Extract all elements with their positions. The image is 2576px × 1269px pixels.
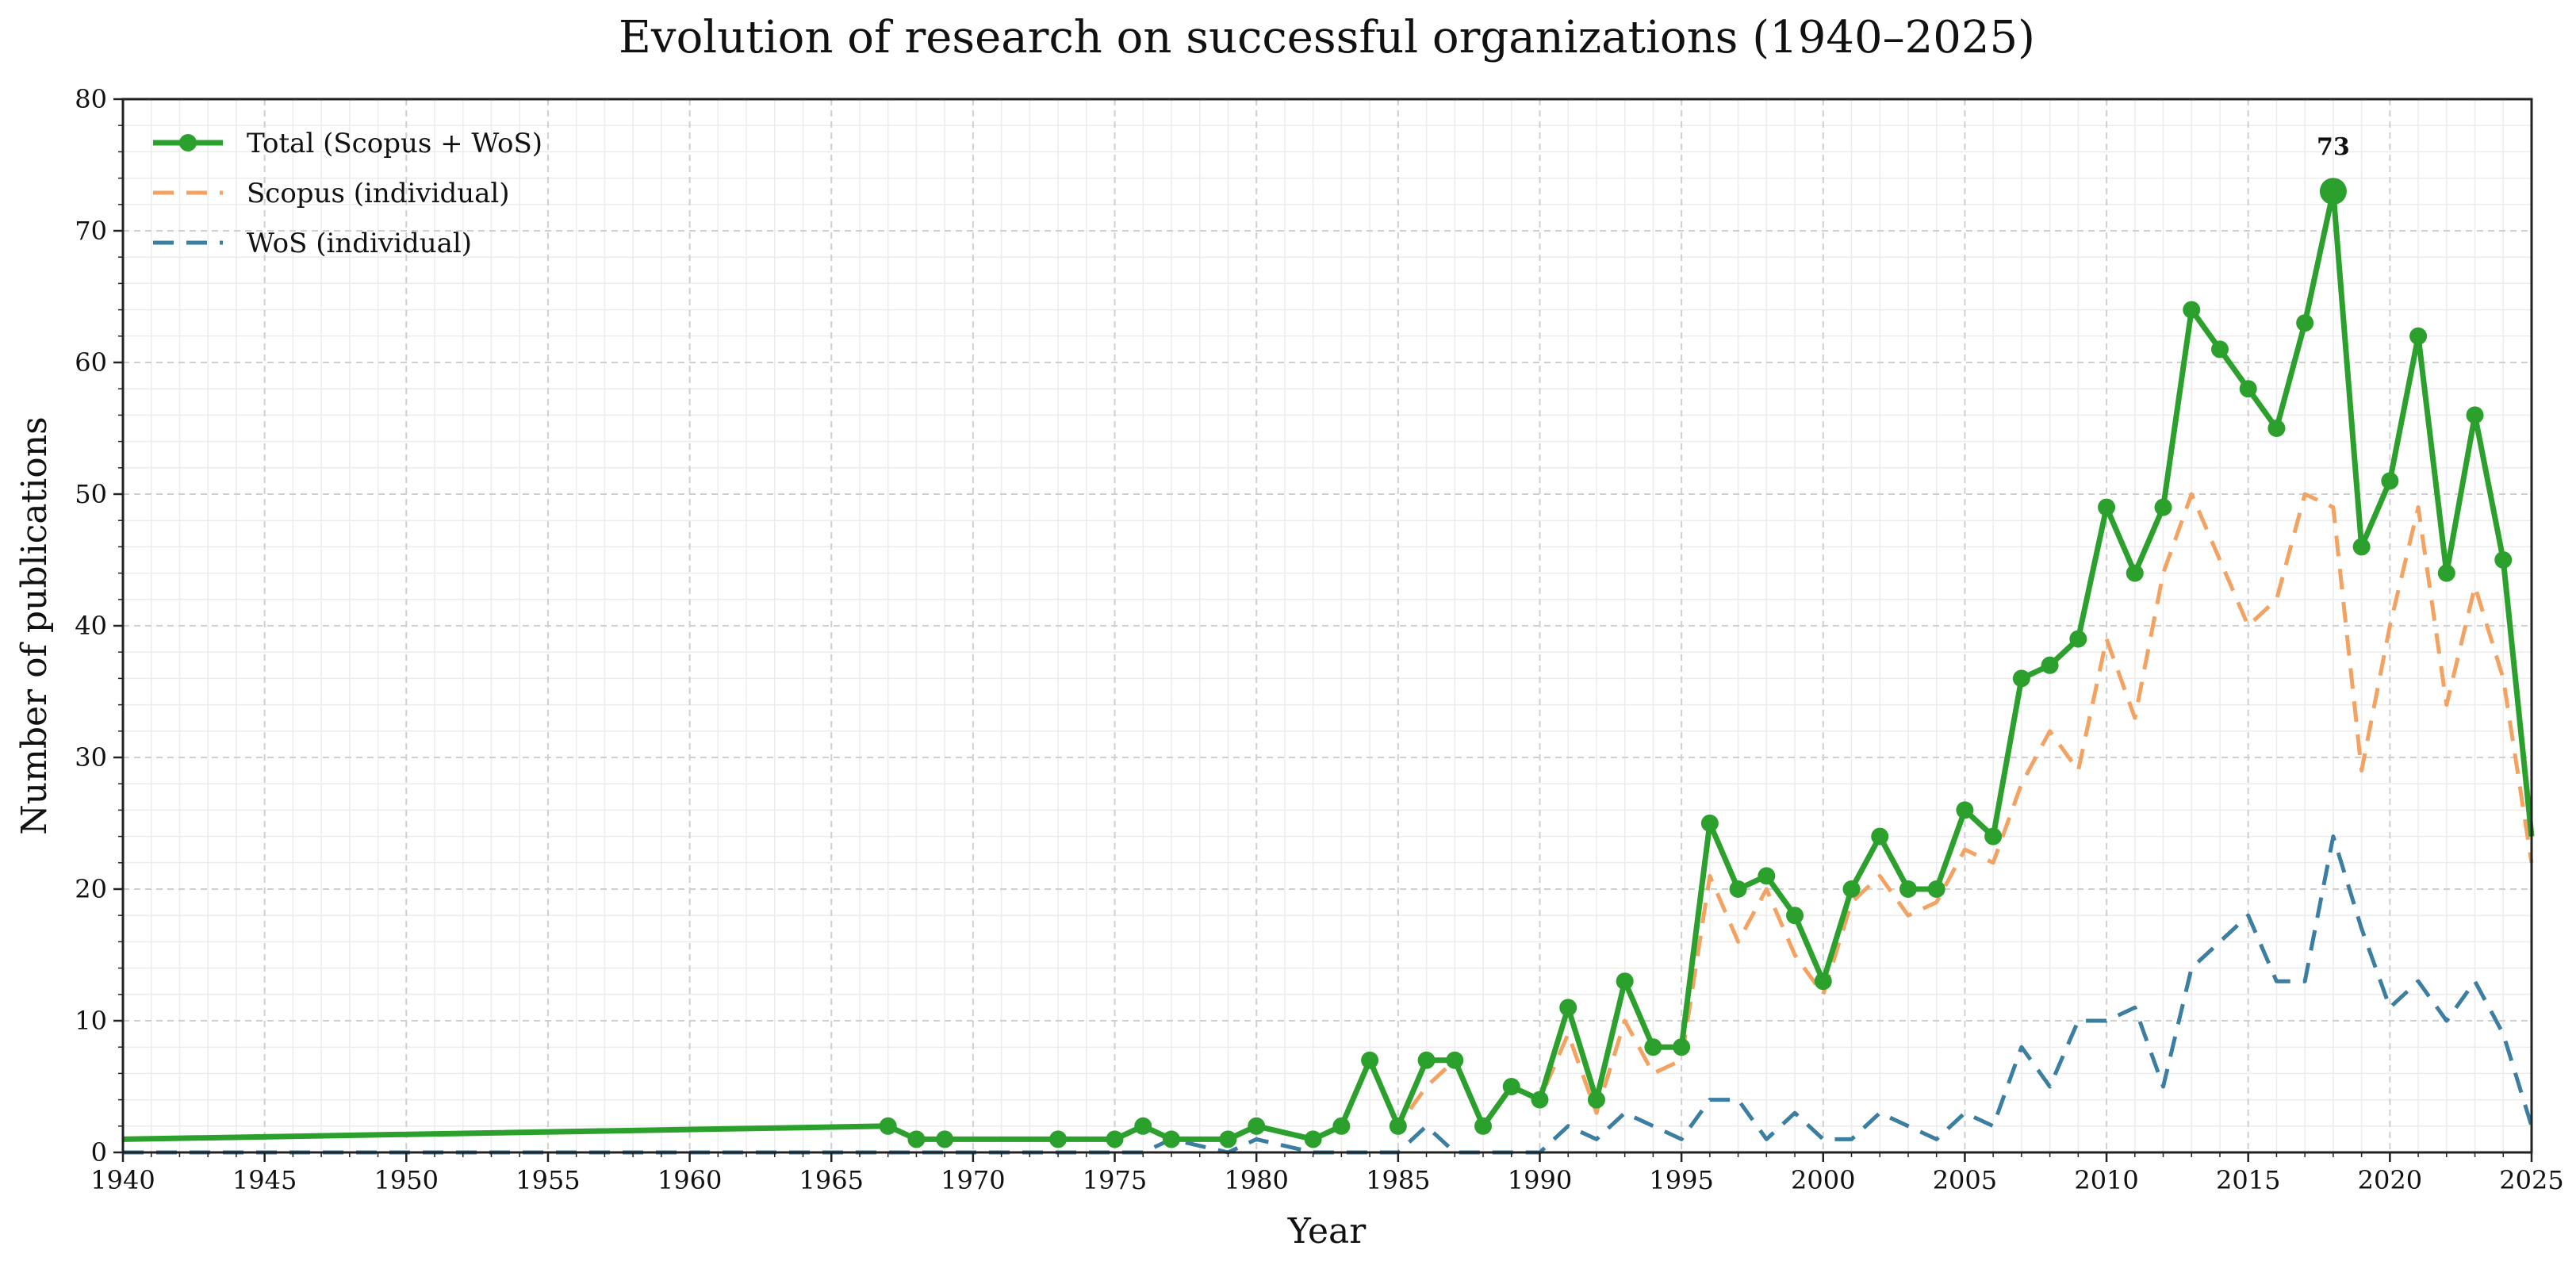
axis-ticks: 1940 1945 1950 1955 1960 1965 1970 1975 1980 1985… bbox=[75, 84, 2563, 1195]
total-data-point bbox=[1814, 972, 1832, 991]
total-data-point bbox=[1049, 1130, 1068, 1148]
x-tick-label: 2000 bbox=[1791, 1165, 1855, 1195]
total-data-point bbox=[1389, 1117, 1407, 1135]
total-data-point bbox=[1786, 907, 1804, 925]
total-data-point bbox=[1446, 1051, 1464, 1069]
total-data-point bbox=[1842, 880, 1861, 898]
total-data-point bbox=[1304, 1130, 1322, 1148]
legend-label-wos: WoS (individual) bbox=[247, 228, 472, 259]
total-data-point bbox=[2409, 327, 2428, 345]
total-data-point bbox=[1332, 1117, 1351, 1135]
total-data-point bbox=[1587, 1091, 1605, 1109]
x-tick-label: 1985 bbox=[1366, 1165, 1430, 1195]
legend: Total (Scopus + WoS) Scopus (individual) W… bbox=[153, 128, 542, 259]
x-tick-label: 2020 bbox=[2358, 1165, 2422, 1195]
y-tick-label: 70 bbox=[75, 216, 107, 246]
x-tick-label: 1955 bbox=[516, 1165, 580, 1195]
total-data-point bbox=[2239, 380, 2257, 398]
total-data-point bbox=[1248, 1117, 1266, 1135]
total-data-point bbox=[2267, 420, 2286, 437]
total-data-point bbox=[2126, 564, 2144, 582]
total-data-point bbox=[1644, 1038, 1662, 1056]
total-data-point bbox=[1106, 1130, 1124, 1148]
x-tick-label: 1970 bbox=[941, 1165, 1005, 1195]
total-data-point bbox=[2098, 498, 2116, 516]
total-data-point bbox=[1758, 867, 1776, 885]
total-data-point bbox=[2183, 301, 2201, 319]
x-tick-label: 1995 bbox=[1649, 1165, 1713, 1195]
legend-marker-total bbox=[179, 134, 197, 151]
total-data-point bbox=[2012, 669, 2030, 688]
total-data-point bbox=[1474, 1117, 1493, 1135]
x-tick-label: 1990 bbox=[1508, 1165, 1572, 1195]
total-data-point bbox=[2154, 498, 2172, 516]
total-data-point bbox=[1899, 880, 1917, 898]
total-data-point bbox=[2437, 564, 2455, 582]
total-data-point bbox=[1502, 1078, 1520, 1095]
x-tick-label: 2005 bbox=[1933, 1165, 1997, 1195]
total-data-point bbox=[907, 1130, 926, 1148]
y-tick-label: 30 bbox=[75, 742, 107, 773]
total-data-point bbox=[1673, 1038, 1691, 1056]
total-data-point bbox=[2352, 538, 2371, 556]
x-tick-label: 1940 bbox=[90, 1165, 155, 1195]
total-data-point bbox=[2210, 340, 2229, 358]
total-data-point bbox=[1616, 972, 1634, 991]
series-line-wos bbox=[123, 834, 2534, 1155]
total-data-point bbox=[2466, 406, 2484, 424]
total-data-point bbox=[1956, 801, 1974, 819]
peak-marker bbox=[2319, 178, 2347, 205]
y-tick-label: 60 bbox=[75, 347, 107, 378]
x-tick-label: 2010 bbox=[2074, 1165, 2138, 1195]
x-tick-label: 1980 bbox=[1224, 1165, 1288, 1195]
x-axis-label: Year bbox=[1287, 1211, 1367, 1252]
total-data-point bbox=[1927, 880, 1945, 898]
total-data-point bbox=[1700, 815, 1719, 832]
y-axis-label: Number of publications bbox=[14, 416, 55, 834]
total-data-point bbox=[1531, 1091, 1549, 1109]
x-tick-label: 1945 bbox=[232, 1165, 297, 1195]
total-data-point bbox=[1162, 1130, 1180, 1148]
total-data-point bbox=[1559, 999, 1577, 1017]
y-tick-label: 20 bbox=[75, 874, 107, 904]
total-data-point bbox=[1871, 827, 1889, 845]
total-data-point bbox=[1219, 1130, 1237, 1148]
legend-label-total: Total (Scopus + WoS) bbox=[247, 128, 542, 159]
x-tick-label: 1975 bbox=[1083, 1165, 1147, 1195]
y-tick-label: 0 bbox=[91, 1137, 107, 1167]
x-tick-label: 2015 bbox=[2216, 1165, 2280, 1195]
total-data-point bbox=[2296, 314, 2314, 332]
total-data-point bbox=[1729, 880, 1747, 898]
total-data-point bbox=[1361, 1051, 1379, 1069]
total-data-point bbox=[2069, 630, 2087, 648]
total-data-point bbox=[936, 1130, 954, 1148]
total-data-point bbox=[2494, 551, 2513, 569]
total-data-point bbox=[1984, 827, 2003, 845]
y-tick-label: 80 bbox=[75, 84, 107, 114]
total-data-point bbox=[879, 1117, 897, 1135]
total-data-point bbox=[2041, 656, 2059, 674]
peak-value-label: 73 bbox=[2317, 133, 2350, 161]
y-tick-label: 40 bbox=[75, 611, 107, 641]
y-tick-label: 50 bbox=[75, 479, 107, 509]
total-data-point bbox=[1134, 1117, 1152, 1135]
chart-title: Evolution of research on successful orga… bbox=[619, 12, 2035, 63]
x-tick-label: 1965 bbox=[799, 1165, 864, 1195]
x-tick-label: 1960 bbox=[657, 1165, 722, 1195]
major-gridlines bbox=[123, 99, 2532, 1152]
series-layer: 73 bbox=[122, 133, 2535, 1155]
x-tick-label: 2025 bbox=[2499, 1165, 2563, 1195]
x-tick-label: 1950 bbox=[374, 1165, 439, 1195]
total-data-point bbox=[2381, 472, 2399, 490]
minor-gridlines bbox=[123, 99, 2532, 1152]
y-tick-label: 10 bbox=[75, 1006, 107, 1036]
legend-label-scopus: Scopus (individual) bbox=[247, 178, 510, 209]
total-data-point bbox=[1417, 1051, 1436, 1069]
